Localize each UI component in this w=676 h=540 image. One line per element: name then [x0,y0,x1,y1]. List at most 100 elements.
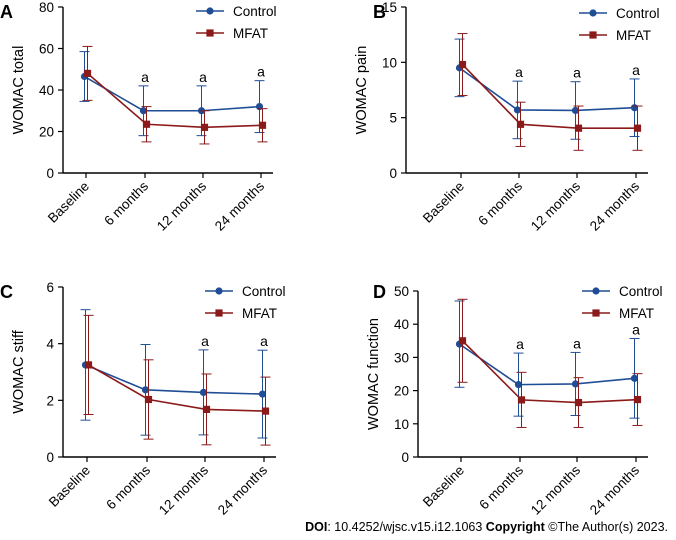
y-tick-label: 10 [394,417,409,432]
x-tick-label: 6 months [476,462,526,512]
data-point [258,121,267,129]
chart-panel-c: 0 2 4 6 Baseline 6 months 12 months 24 months WO… [0,280,286,518]
significance-mark: a [516,336,524,352]
legend-marker [206,7,214,15]
series-line [461,63,638,129]
data-point [513,106,522,114]
legend: Control MFAT [579,6,660,43]
legend-marker [589,31,597,39]
data-point [571,380,580,388]
series-mfat [83,314,271,446]
y-tick-label: 10 [382,55,397,70]
panel-label: D [373,282,386,302]
copyright-value: ©The Author(s) 2023. [544,520,668,534]
panel-label: A [0,2,13,22]
x-tick-label: Baseline [45,179,92,226]
y-axis-title: WOMAC total [11,46,27,135]
series-control [80,309,268,439]
legend-marker [206,29,214,37]
data-point [517,396,526,404]
legend-label: Control [616,6,660,21]
series-line [86,72,263,129]
y-tick-label: 50 [394,284,409,299]
series-mfat [457,33,643,151]
y-tick-label: 20 [394,384,409,399]
data-point [199,388,208,396]
series-control [454,38,640,140]
legend-marker [592,309,600,317]
y-axis-title: WOMAC pain [354,46,370,135]
series-line [461,340,638,404]
y-tick-label: 40 [39,83,54,98]
x-tick-label: 24 months [212,178,267,233]
y-tick-label: 80 [39,0,54,15]
y-axis-title: WOMAC function [366,318,382,430]
data-point [458,60,467,69]
doi-value: : 10.4252/wjsc.v15.i12.1063 [327,520,486,534]
significance-mark: a [201,333,209,349]
legend: Control MFAT [205,284,286,321]
data-point [574,124,583,132]
y-tick-label: 0 [46,450,54,465]
y-tick-label: 15 [382,0,397,15]
y-tick-label: 4 [46,337,54,352]
x-tick-label: 12 months [154,178,209,233]
data-point [144,395,153,404]
y-tick-label: 60 [39,42,54,57]
data-point [84,361,93,369]
significance-mark: a [632,321,640,337]
data-point [571,106,580,115]
significance-mark: a [515,64,523,80]
data-point [200,123,209,131]
x-tick-label: Baseline [46,463,93,510]
copyright-label: Copyright [485,520,545,534]
legend-label: Control [242,284,286,299]
legend: Control MFAT [582,284,663,321]
x-tick-label: 24 months [587,178,642,233]
panel-label: C [0,282,13,302]
data-point [139,107,148,115]
data-point [142,120,151,128]
legend-marker [589,9,597,17]
y-tick-label: 40 [394,317,409,332]
data-point [83,69,92,77]
significance-mark: a [257,64,265,80]
y-tick-label: 0 [401,450,409,465]
x-tick-label: 6 months [101,178,151,228]
significance-mark: a [260,333,268,349]
panel-label: B [373,2,386,22]
data-point [633,395,642,404]
series-mfat [82,45,268,145]
series-line [459,67,635,112]
significance-mark: a [573,65,581,81]
y-tick-label: 2 [46,393,54,408]
chart-panel-b: 0 5 10 15 Baseline 6 months 12 months 24 months… [354,0,660,234]
legend-label: MFAT [242,306,277,321]
x-tick-label: 6 months [103,462,153,512]
legend: Control MFAT [196,4,277,41]
significance-mark: a [573,335,581,351]
y-tick-label: 0 [46,166,54,181]
data-point [514,381,523,389]
x-tick-label: 6 months [475,178,525,228]
y-tick-label: 0 [389,166,397,181]
significance-mark: a [632,62,640,78]
legend-label: MFAT [619,306,654,321]
x-tick-label: 12 months [528,178,583,233]
x-tick-label: Baseline [420,179,467,226]
legend-label: Control [233,4,277,19]
legend-marker [215,287,223,295]
citation-footer: DOI: 10.4252/wjsc.v15.i12.1063 Copyright… [0,520,668,534]
y-axis-title: WOMAC stiff [11,329,27,413]
legend-label: MFAT [233,26,268,41]
data-point [630,374,639,382]
y-tick-label: 20 [39,125,54,140]
x-tick-label: 12 months [528,462,583,517]
x-tick-label: 24 months [587,462,642,517]
significance-mark: a [141,69,149,85]
data-point [458,337,467,345]
chart-panel-a: 0 20 40 60 80 Baseline 6 months 12 months 24 mon… [0,0,277,234]
series-line [459,343,635,386]
chart-panel-d: 0 10 20 30 40 50 Baseline 6 months 12 months 24 m… [366,282,663,518]
